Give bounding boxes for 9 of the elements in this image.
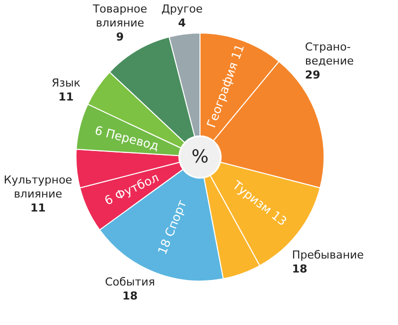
text: События 18 — [104, 276, 156, 302]
text: % — [191, 146, 209, 168]
text: Язык 11 — [52, 76, 81, 104]
text: Другое 4 — [161, 2, 203, 30]
data-label: 18 Спорт — [155, 198, 190, 256]
text: Страно- ведение 29 — [305, 40, 354, 82]
text: Пребывание 18 — [292, 248, 364, 276]
text: Товарное влияние 9 — [92, 2, 148, 44]
text: Культурное влияние 11 — [4, 174, 72, 214]
